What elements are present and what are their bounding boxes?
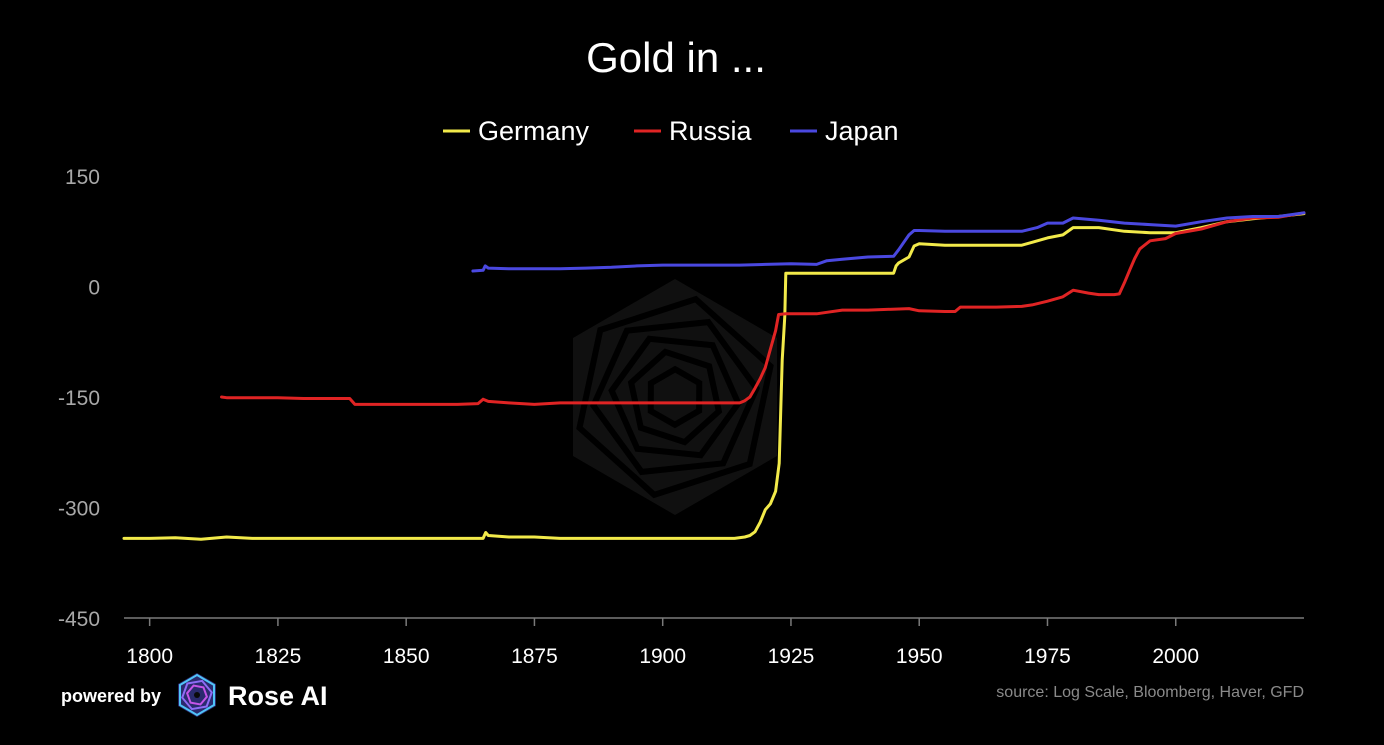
x-tick-label: 1800 — [126, 645, 173, 668]
y-tick-label: 150 — [65, 166, 100, 189]
legend-item-russia: Russia — [634, 116, 753, 146]
legend-item-japan: Japan — [790, 116, 899, 146]
powered-by-brand: powered by Rose AI — [61, 673, 328, 717]
series-lines — [122, 211, 1306, 541]
series-line-germany — [122, 212, 1306, 541]
y-tick-label: -150 — [58, 387, 100, 410]
powered-by-label: powered by — [61, 686, 161, 706]
x-tick-label: 1950 — [896, 645, 943, 668]
rose-ai-logo-icon — [178, 673, 216, 717]
rose-ai-watermark-icon — [573, 279, 777, 515]
source-note: source: Log Scale, Bloomberg, Haver, GFD — [996, 684, 1304, 701]
x-tick-label: 1975 — [1024, 645, 1071, 668]
x-tick-label: 1825 — [255, 645, 302, 668]
y-tick-label: -450 — [58, 608, 100, 631]
series-line-russia — [220, 211, 1306, 406]
legend: Germany Russia Japan — [443, 116, 899, 146]
chart-title: Gold in ... — [586, 34, 766, 81]
legend-label-japan: Japan — [825, 116, 899, 146]
series-line-japan — [471, 211, 1306, 273]
legend-label-germany: Germany — [478, 116, 590, 146]
x-axis: 1800 1825 1850 1875 1900 1925 1950 1975 2000 — [124, 617, 1304, 668]
x-tick-label: 1875 — [511, 645, 558, 668]
legend-item-germany: Germany — [443, 116, 590, 146]
legend-label-russia: Russia — [669, 116, 753, 146]
brand-name: Rose AI — [228, 681, 328, 711]
y-axis-ticks: 150 0 -150 -300 -450 — [58, 166, 100, 631]
y-tick-label: -300 — [58, 498, 100, 521]
y-tick-label: 0 — [88, 277, 100, 300]
x-tick-label: 1900 — [639, 645, 686, 668]
x-tick-label: 1925 — [768, 645, 815, 668]
x-tick-label: 2000 — [1152, 645, 1199, 668]
x-tick-label: 1850 — [383, 645, 430, 668]
